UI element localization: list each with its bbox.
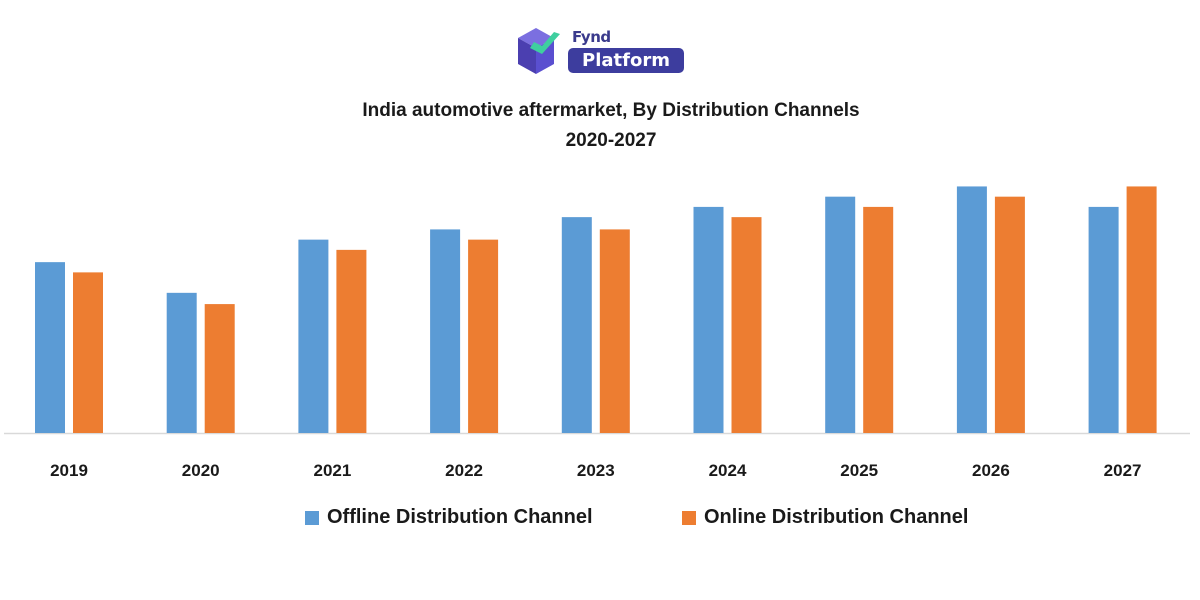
- fynd-platform-logo: Fynd Platform: [514, 26, 686, 78]
- x-tick-label-2025: 2025: [840, 461, 878, 480]
- bar-offline-2027: [1088, 206, 1119, 433]
- legend-swatch-offline: [305, 510, 319, 525]
- bar-online-2021: [336, 249, 367, 433]
- bar-offline-2025: [825, 196, 856, 433]
- legend-item-offline: Offline Distribution Channel: [305, 506, 593, 529]
- x-tick-label-2022: 2022: [445, 461, 483, 480]
- bar-offline-2023: [561, 217, 592, 433]
- legend-item-online: Online Distribution Channel: [682, 506, 968, 529]
- bar-online-2025: [863, 206, 894, 433]
- bar-online-2026: [994, 196, 1025, 433]
- chart-title: India automotive aftermarket, By Distrib…: [362, 100, 860, 121]
- bar-offline-2026: [956, 186, 987, 433]
- legend-label-offline: Offline Distribution Channel: [327, 506, 593, 528]
- bar-offline-2021: [298, 239, 329, 433]
- logo-fynd-text: Fynd: [572, 28, 611, 46]
- x-tick-label-2026: 2026: [972, 461, 1010, 480]
- chart-title-block: India automotive aftermarket, By Distrib…: [0, 96, 1200, 156]
- x-tick-label-2027: 2027: [1104, 461, 1142, 480]
- bar-online-2019: [73, 272, 103, 433]
- x-tick-label-2024: 2024: [709, 461, 747, 480]
- x-tick-label-2021: 2021: [313, 461, 351, 480]
- bar-offline-2024: [693, 206, 724, 433]
- x-tick-label-2020: 2020: [182, 461, 220, 480]
- bar-online-2023: [599, 229, 630, 433]
- bar-online-2024: [731, 217, 762, 433]
- chart-subtitle: 2020-2027: [565, 130, 657, 151]
- x-tick-label-2019: 2019: [50, 461, 88, 480]
- logo-platform-badge: Platform: [568, 48, 684, 73]
- bar-online-2020: [204, 304, 235, 433]
- logo-mark-icon: [518, 28, 560, 74]
- x-tick-label-2023: 2023: [577, 461, 615, 480]
- bar-offline-2020: [166, 292, 197, 433]
- bar-online-2027: [1126, 186, 1157, 433]
- legend-swatch-online: [682, 510, 696, 525]
- bar-offline-2022: [430, 229, 461, 433]
- bar-chart: 2019 2020 2021 2022 2023 2024 2025 2026 2027: [4, 186, 1190, 480]
- chart-legend: Offline Distribution Channel Online Dist…: [0, 506, 1200, 538]
- bar-online-2022: [468, 239, 499, 433]
- legend-label-online: Online Distribution Channel: [704, 506, 969, 528]
- bar-offline-2019: [35, 262, 65, 433]
